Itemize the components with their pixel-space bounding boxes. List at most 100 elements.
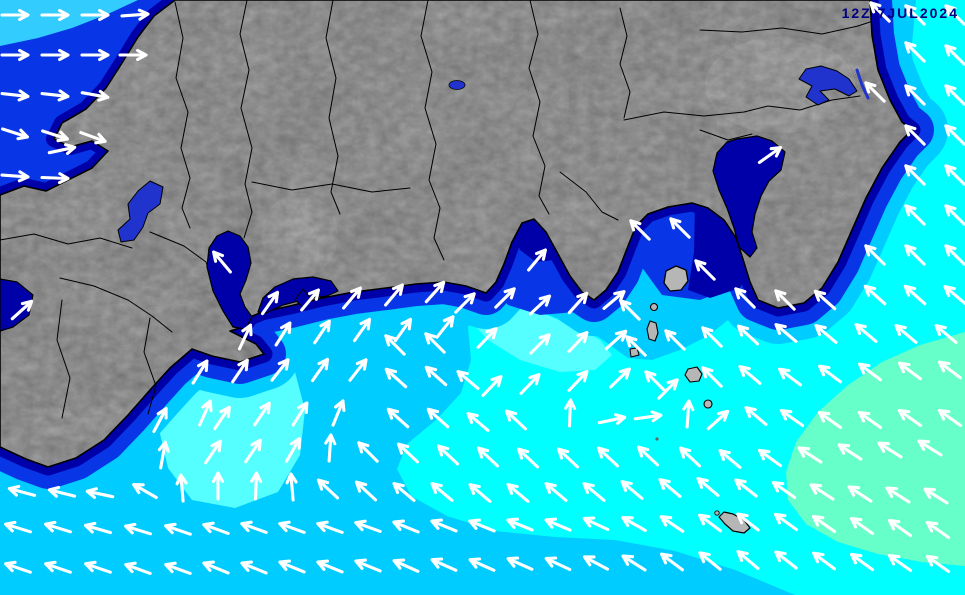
wind-arrow: [736, 512, 760, 532]
wind-arrow: [582, 482, 606, 502]
wind-arrow: [202, 560, 230, 575]
island-niijima: [646, 320, 659, 342]
wind-arrow: [849, 552, 875, 572]
wind-arrow: [582, 516, 610, 532]
wind-arrow: [904, 244, 926, 266]
wind-arrow: [80, 89, 110, 102]
wind-arrow: [706, 409, 730, 431]
aqua-region: [786, 332, 965, 566]
wind-arrow: [392, 558, 420, 573]
wind-arrow: [837, 443, 863, 461]
wind-arrow: [528, 294, 552, 316]
wind-arrow: [0, 89, 30, 102]
prefecture-boundary: [239, 0, 253, 239]
wind-arrow: [253, 401, 271, 427]
wind-arrow: [658, 478, 682, 498]
wind-arrow: [506, 556, 534, 571]
wind-arrow: [157, 440, 170, 470]
island-oshima: [663, 265, 689, 292]
wind-arrow: [384, 283, 404, 307]
wind-arrow: [567, 370, 589, 392]
wind-arrow: [696, 477, 720, 497]
prefecture-boundary: [699, 129, 753, 141]
wind-arrow: [904, 41, 926, 63]
wind-arrow: [636, 445, 660, 467]
wind-arrow: [864, 244, 886, 266]
prefecture-boundary: [143, 317, 157, 415]
wind-arrow: [604, 329, 628, 351]
wind-arrow-field: [0, 1, 965, 575]
wind-arrow: [354, 558, 382, 573]
wind-arrow: [202, 521, 230, 535]
wind-arrow: [278, 559, 306, 574]
wind-arrow: [198, 399, 213, 427]
prefecture-boundary: [619, 7, 631, 119]
wind-arrow: [694, 259, 716, 281]
wind-arrow: [120, 8, 150, 21]
wind-arrow: [386, 407, 410, 429]
wind-arrow: [240, 520, 268, 534]
prefecture-boundary: [251, 181, 411, 193]
wind-arrow: [83, 521, 113, 535]
wind-arrow: [904, 164, 926, 186]
prefecture-boundary: [325, 0, 341, 215]
prefecture-boundary: [59, 277, 173, 333]
wind-arrow: [354, 480, 378, 502]
wind-arrow: [310, 357, 330, 383]
wind-arrow: [734, 478, 758, 498]
wind-arrow: [621, 554, 647, 572]
wind-arrow: [40, 89, 70, 102]
wind-arrow: [7, 484, 37, 497]
wind-arrow: [392, 519, 420, 534]
wind-arrow: [244, 438, 262, 464]
wind-arrow: [925, 554, 951, 574]
terrain-relief-coarse: [0, 0, 912, 467]
wind-arrow: [863, 284, 887, 306]
wind-arrow: [736, 550, 760, 570]
wind-arrow: [814, 324, 838, 344]
wind-arrow: [118, 48, 148, 62]
wind-arrow: [348, 358, 368, 382]
wind-arrow: [944, 204, 965, 226]
wind-arrow: [80, 48, 110, 62]
wind-arrow: [468, 518, 496, 533]
wind-arrow: [944, 4, 965, 26]
wind-arrow: [476, 327, 498, 349]
wind-arrow: [274, 321, 292, 347]
wind-arrow: [164, 561, 192, 575]
island-hachijojima: [718, 511, 751, 534]
wind-arrow: [544, 482, 568, 502]
wind-arrow: [556, 447, 580, 469]
wind-arrow: [757, 448, 783, 468]
wind-arrow: [40, 8, 70, 22]
wind-arrow: [774, 289, 796, 311]
wind-arrow: [701, 326, 723, 348]
wind-arrow: [426, 407, 450, 429]
wind-arrow: [633, 410, 663, 423]
wind-arrow: [516, 447, 540, 469]
wind-arrow: [904, 4, 926, 26]
wind-arrow: [923, 487, 949, 505]
wind-arrow: [354, 519, 382, 533]
wind-arrow: [44, 520, 72, 534]
wind-arrow: [284, 437, 302, 463]
wind-arrow: [567, 331, 589, 353]
wind-arrow: [40, 48, 70, 62]
wind-arrow: [904, 204, 926, 226]
wind-arrow: [40, 172, 70, 185]
wind-arrow: [424, 365, 448, 387]
island-kozushima: [684, 366, 703, 383]
prefecture-boundary: [528, 0, 550, 215]
wind-arrow: [4, 520, 32, 534]
wind-arrow: [175, 473, 188, 503]
wind-arrow: [424, 280, 446, 304]
wind-arrow: [887, 518, 913, 538]
wind-arrow: [885, 486, 911, 504]
wind-arrow: [231, 358, 249, 384]
wind-arrow: [664, 329, 686, 351]
wind-arrow: [313, 319, 331, 345]
wind-arrow: [854, 323, 878, 343]
wind-arrow: [778, 367, 802, 387]
